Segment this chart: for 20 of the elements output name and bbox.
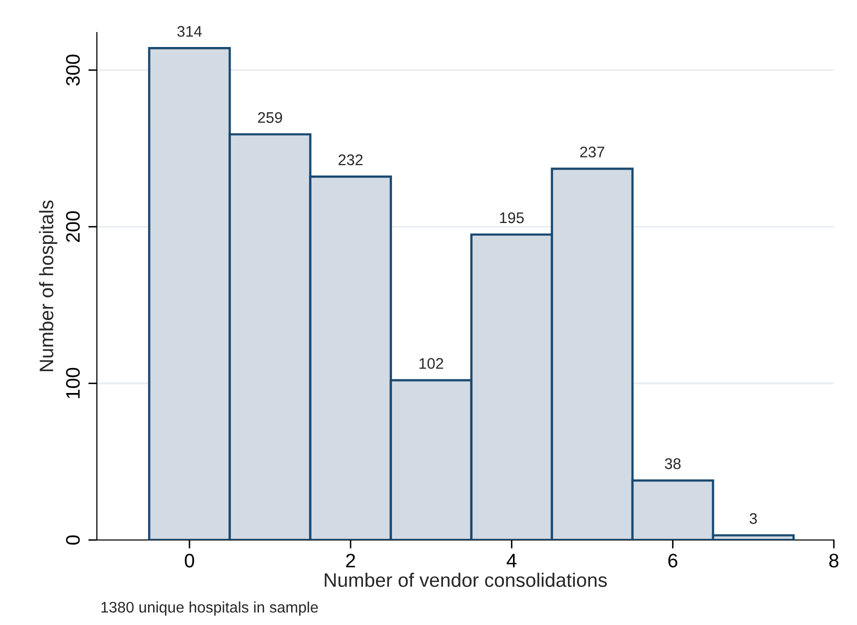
data-label: 259: [258, 112, 282, 123]
x-tick-label: 6: [668, 554, 678, 568]
data-label: 195: [500, 212, 524, 224]
data-label: 102: [420, 358, 444, 369]
y-tick-label: 0: [66, 535, 80, 545]
data-label: 314: [177, 26, 202, 37]
data-label: 237: [580, 146, 604, 158]
data-label: 232: [338, 154, 363, 166]
data-label: 38: [664, 458, 681, 470]
y-tick-label: 100: [66, 368, 80, 398]
x-tick-label: 4: [506, 554, 517, 568]
y-tick-label: 300: [66, 54, 80, 86]
text: 1380 unique hospitals in sample: [101, 601, 318, 616]
data-label: 3: [750, 513, 757, 524]
x-axis-title: Number of vendor consolidations: [324, 572, 607, 587]
y-tick-label: 200: [66, 211, 80, 242]
x-tick-label: 2: [346, 554, 355, 568]
y-axis-title: Number of hospitals: [39, 200, 58, 372]
x-tick-label: 0: [184, 554, 194, 568]
x-tick-label: 8: [829, 554, 838, 568]
